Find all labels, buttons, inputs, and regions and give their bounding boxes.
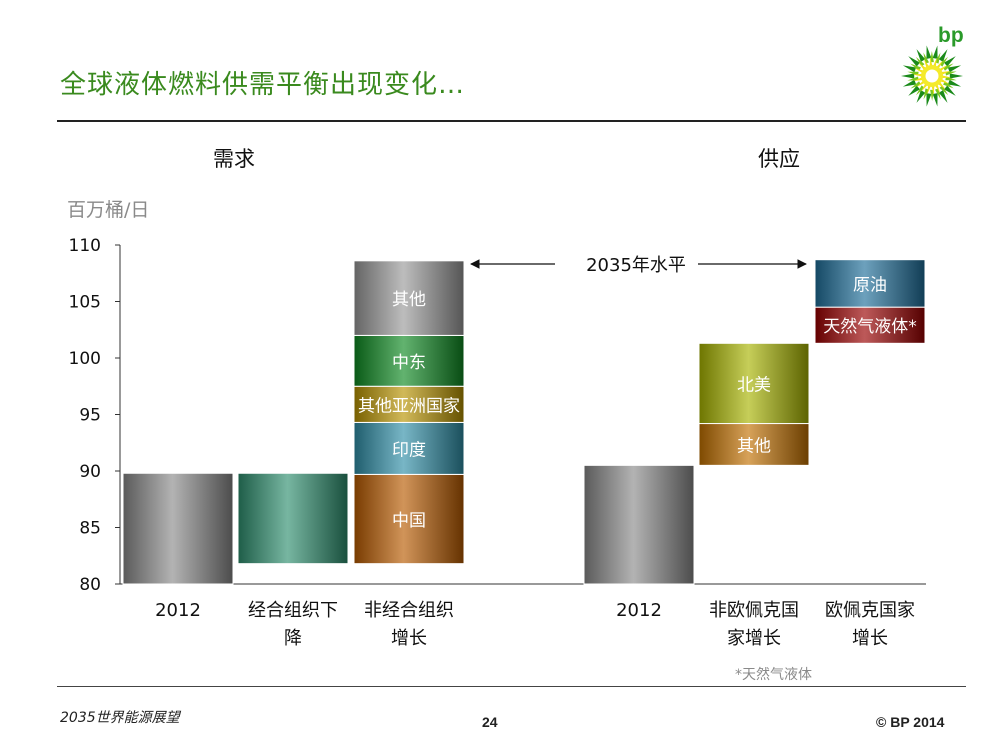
segment-label: 原油: [853, 275, 887, 295]
y-axis-label: 百万桶/日: [67, 199, 149, 221]
y-tick-label: 80: [79, 575, 101, 595]
footer-divider: [57, 686, 966, 687]
bar-segment: [353, 260, 465, 336]
category-label: 2012: [616, 600, 662, 621]
y-tick-label: 90: [79, 462, 101, 482]
category-label: 经合组织下降: [248, 600, 338, 649]
bar-segment: [814, 306, 926, 344]
segment-label: 天然气液体*: [823, 317, 917, 337]
copyright: © BP 2014: [876, 714, 945, 730]
group-heading: 需求: [213, 147, 255, 171]
bar-segment: [583, 464, 695, 585]
y-tick-label: 100: [69, 349, 101, 369]
bar-segment: [353, 385, 465, 423]
footnote: *天然气液体: [735, 666, 812, 683]
segment-label: 印度: [392, 440, 426, 460]
bar-segment: [698, 342, 810, 425]
y-tick-label: 95: [79, 406, 101, 426]
group-heading: 供应: [758, 147, 800, 171]
y-tick-label: 105: [69, 293, 101, 313]
segment-label: 其他亚洲国家: [358, 396, 460, 416]
bar-segment: [353, 473, 465, 565]
y-tick-label: 110: [69, 236, 101, 256]
segment-label: 中国: [392, 511, 426, 531]
bp-helios-logo-icon: [901, 45, 963, 107]
category-label: 2012: [155, 600, 201, 621]
bar-segment: [814, 259, 926, 308]
header-divider: [57, 120, 966, 122]
footer-publication: 2035世界能源展望: [60, 710, 180, 726]
bar-segment: [698, 423, 810, 466]
page-number: 24: [482, 714, 498, 730]
level-label: 2035年水平: [586, 255, 686, 276]
bar-segment: [122, 472, 234, 585]
segment-label: 中东: [392, 353, 426, 373]
bar-segment: [353, 421, 465, 475]
segment-label: 北美: [737, 375, 771, 395]
category-label: 非欧佩克国家增长: [709, 600, 799, 649]
segment-label: 其他: [737, 436, 771, 456]
category-label: 非经合组织增长: [364, 600, 454, 649]
y-tick-label: 85: [79, 519, 101, 539]
category-label: 欧佩克国家增长: [825, 600, 915, 649]
bp-logo-text: bp: [938, 24, 964, 47]
segment-label: 其他: [392, 290, 426, 310]
bar-segment: [237, 472, 349, 565]
page-title: 全球液体燃料供需平衡出现变化…: [60, 70, 466, 100]
